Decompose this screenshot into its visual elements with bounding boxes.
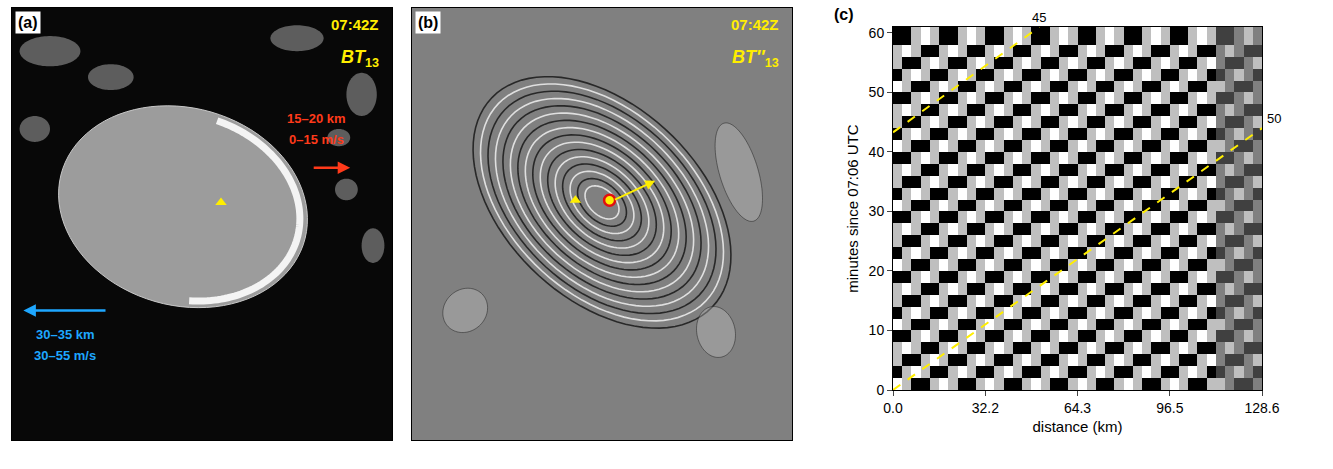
svg-text:07:42Z: 07:42Z xyxy=(331,16,379,33)
svg-text:40: 40 xyxy=(869,144,885,160)
svg-text:50: 50 xyxy=(1267,111,1281,126)
svg-text:30–55 m/s: 30–55 m/s xyxy=(34,348,96,363)
svg-text:64.3: 64.3 xyxy=(1064,400,1091,416)
svg-text:(a): (a) xyxy=(18,14,38,31)
svg-text:20: 20 xyxy=(869,263,885,279)
svg-text:0: 0 xyxy=(876,382,884,398)
svg-text:BT​13​: BT​13​ xyxy=(341,47,379,70)
svg-text:distance (km): distance (km) xyxy=(1032,418,1122,435)
svg-text:10: 10 xyxy=(869,322,885,338)
svg-text:(b): (b) xyxy=(418,14,438,31)
svg-text:minutes since 07:06 UTC: minutes since 07:06 UTC xyxy=(844,124,861,293)
svg-text:60: 60 xyxy=(869,25,885,41)
svg-text:45: 45 xyxy=(1032,10,1046,25)
svg-text:BT″​13​: BT″​13​ xyxy=(732,47,779,70)
svg-text:0–15 m/s: 0–15 m/s xyxy=(289,132,344,147)
svg-text:15–20 km: 15–20 km xyxy=(287,111,346,126)
svg-text:96.5: 96.5 xyxy=(1156,400,1183,416)
svg-text:07:42Z: 07:42Z xyxy=(731,16,779,33)
svg-text:30: 30 xyxy=(869,203,885,219)
svg-text:0.0: 0.0 xyxy=(883,400,903,416)
svg-text:30–35 km: 30–35 km xyxy=(36,327,95,342)
svg-text:32.2: 32.2 xyxy=(972,400,999,416)
svg-text:128.6: 128.6 xyxy=(1244,400,1279,416)
svg-text:(c): (c) xyxy=(834,6,854,23)
svg-text:50: 50 xyxy=(869,84,885,100)
